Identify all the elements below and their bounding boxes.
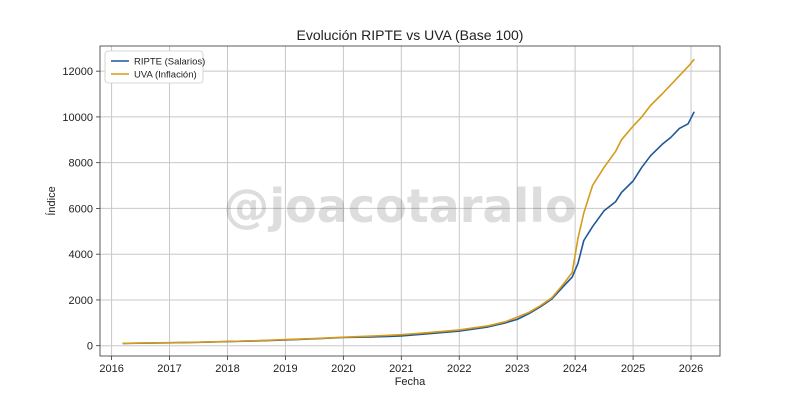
chart-title: Evolución RIPTE vs UVA (Base 100) — [297, 27, 524, 43]
legend-label-ripte: RIPTE (Salarios) — [134, 57, 205, 68]
legend: RIPTE (Salarios) UVA (Inflación) — [104, 50, 205, 84]
y-tick-label: 10000 — [62, 112, 93, 124]
x-tick-label: 2022 — [447, 363, 471, 375]
x-tick-label: 2023 — [505, 363, 529, 375]
plot-frame — [99, 45, 721, 357]
x-tick-label: 2016 — [99, 363, 123, 375]
x-tick-label: 2018 — [215, 363, 239, 375]
x-tick-label: 2024 — [563, 363, 587, 375]
watermark-layer: @joacotarallo — [223, 179, 576, 233]
y-axis-label: Índice — [45, 186, 58, 215]
series-layer — [122, 58, 695, 345]
x-tick-label: 2021 — [389, 363, 413, 375]
legend-label-uva: UVA (Inflación) — [134, 70, 197, 81]
tick-layer: 2016 2017 2018 2019 2020 2021 2022 2023 2024 2025… — [62, 66, 703, 375]
y-tick-label: 6000 — [69, 203, 93, 215]
x-tick-label: 2026 — [679, 363, 703, 375]
y-tick-label: 8000 — [69, 158, 93, 170]
x-tick-label: 2019 — [273, 363, 297, 375]
x-axis-label: Fecha — [395, 376, 426, 388]
y-tick-label: 4000 — [69, 249, 93, 261]
x-tick-label: 2017 — [157, 363, 181, 375]
x-tick-label: 2020 — [331, 363, 355, 375]
series-line-1 — [122, 58, 695, 345]
x-tick-label: 2025 — [621, 363, 645, 375]
watermark-text: @joacotarallo — [223, 179, 576, 233]
y-tick-label: 12000 — [62, 66, 93, 78]
y-tick-label: 0 — [87, 341, 93, 353]
legend-box — [104, 50, 204, 84]
grid-layer — [100, 46, 720, 356]
y-tick-label: 2000 — [69, 295, 93, 307]
